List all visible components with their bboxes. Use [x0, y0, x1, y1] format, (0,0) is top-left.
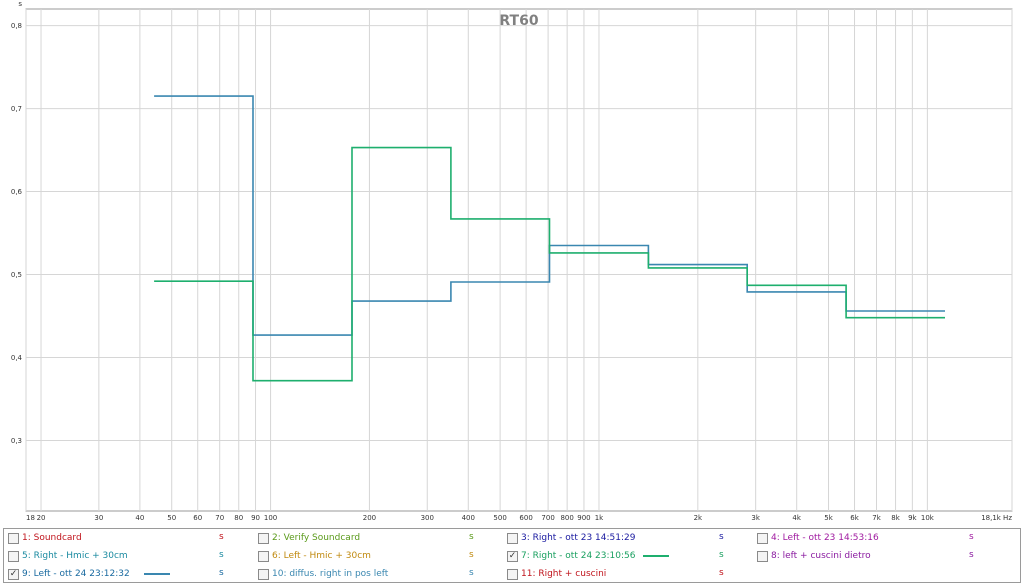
x-tick-label: 600: [519, 514, 532, 522]
measurement-legend: 1: Soundcard s 2: Verify Soundcard s 3: Righ…: [3, 528, 1021, 583]
x-tick-label: 4k: [792, 514, 801, 522]
x-tick-label: 8k: [891, 514, 900, 522]
legend-unit: s: [469, 568, 474, 578]
x-tick-label: 800: [560, 514, 573, 522]
legend-unit: s: [219, 532, 224, 542]
y-tick-label: 0,4: [11, 354, 23, 362]
legend-item[interactable]: 1: Soundcard: [8, 530, 82, 546]
legend-checkbox[interactable]: [507, 568, 518, 580]
x-tick-label: 30: [94, 514, 103, 522]
x-tick-label: 200: [363, 514, 376, 522]
legend-label: 4: Left - ott 23 14:53:16: [771, 533, 879, 543]
y-tick-label: 0,3: [11, 437, 22, 445]
series-line: [154, 95, 945, 336]
legend-line-sample: [643, 555, 669, 557]
legend-checkbox[interactable]: [258, 532, 269, 544]
legend-item[interactable]: 5: Right - Hmic + 30cm: [8, 548, 128, 564]
legend-checkbox[interactable]: [258, 568, 269, 580]
legend-item[interactable]: 6: Left - Hmic + 30cm: [258, 548, 371, 564]
x-tick-label: 18: [26, 514, 35, 522]
legend-label: 7: Right - ott 24 23:10:56: [521, 551, 636, 561]
legend-label: 8: left + cuscini dietro: [771, 551, 871, 561]
legend-label: 10: diffus. right in pos left: [272, 569, 389, 579]
legend-unit: s: [969, 532, 974, 542]
legend-label: 3: Right - ott 23 14:51:29: [521, 533, 636, 543]
chart-title: RT60: [499, 13, 538, 29]
legend-item[interactable]: 10: diffus. right in pos left: [258, 566, 388, 582]
legend-line-sample: [144, 573, 170, 575]
legend-label: 11: Right + cuscini: [521, 569, 607, 579]
legend-unit: s: [219, 550, 224, 560]
legend-label: 5: Right - Hmic + 30cm: [22, 551, 128, 561]
legend-unit: s: [969, 550, 974, 560]
legend-unit: s: [719, 532, 724, 542]
x-tick-label: 7k: [872, 514, 881, 522]
x-tick-label: 20: [37, 514, 46, 522]
x-tick-label: 90: [251, 514, 260, 522]
y-tick-label: 0,5: [11, 271, 22, 279]
legend-checkbox[interactable]: [507, 532, 518, 544]
legend-label: 1: Soundcard: [22, 533, 82, 543]
x-tick-label: 60: [193, 514, 202, 522]
x-tick-label: 2k: [694, 514, 703, 522]
legend-unit: s: [469, 532, 474, 542]
x-tick-label: 700: [541, 514, 554, 522]
legend-item[interactable]: ✓ 7: Right - ott 24 23:10:56: [507, 548, 635, 564]
legend-unit: s: [219, 568, 224, 578]
legend-checkbox[interactable]: [757, 532, 768, 544]
legend-item[interactable]: ✓ 9: Left - ott 24 23:12:32: [8, 566, 130, 582]
legend-checkbox[interactable]: ✓: [8, 568, 19, 580]
legend-checkbox[interactable]: [258, 550, 269, 562]
x-tick-label: 18,1k Hz: [981, 514, 1012, 522]
legend-checkbox[interactable]: [8, 532, 19, 544]
x-tick-label: 300: [421, 514, 434, 522]
legend-item[interactable]: 11: Right + cuscini: [507, 566, 606, 582]
legend-unit: s: [469, 550, 474, 560]
legend-unit: s: [719, 550, 724, 560]
legend-label: 9: Left - ott 24 23:12:32: [22, 569, 130, 579]
legend-item[interactable]: 4: Left - ott 23 14:53:16: [757, 530, 879, 546]
x-tick-label: 3k: [751, 514, 760, 522]
x-tick-label: 9k: [908, 514, 917, 522]
legend-checkbox[interactable]: [8, 550, 19, 562]
x-tick-label: 500: [493, 514, 506, 522]
rt60-plot: 18 20 30 40 50 60 70 80 90 100 200 300 400 500 600 700 8…: [11, 0, 1013, 522]
rt60-chart: 18 20 30 40 50 60 70 80 90 100 200 300 400 500 600 700 8…: [11, 0, 1013, 522]
y-tick-label: 0,8: [11, 22, 22, 30]
plot-area: [25, 8, 1013, 512]
x-tick-label: 100: [264, 514, 277, 522]
x-tick-label: 400: [462, 514, 475, 522]
x-tick-label: 10k: [921, 514, 935, 522]
x-tick-label: 1k: [595, 514, 604, 522]
legend-item[interactable]: 2: Verify Soundcard: [258, 530, 360, 546]
legend-item[interactable]: 3: Right - ott 23 14:51:29: [507, 530, 635, 546]
x-tick-label: 70: [215, 514, 224, 522]
legend-unit: s: [719, 568, 724, 578]
legend-item[interactable]: 8: left + cuscini dietro: [757, 548, 871, 564]
legend-checkbox[interactable]: ✓: [507, 550, 518, 562]
y-tick-label: 0,7: [11, 105, 22, 113]
y-unit-label: s: [18, 0, 22, 8]
legend-label: 2: Verify Soundcard: [272, 533, 361, 543]
x-tick-label: 6k: [850, 514, 859, 522]
x-tick-label: 40: [135, 514, 144, 522]
series-line: [154, 146, 945, 382]
x-tick-label: 5k: [824, 514, 833, 522]
x-tick-label: 80: [234, 514, 243, 522]
legend-label: 6: Left - Hmic + 30cm: [272, 551, 371, 561]
legend-checkbox[interactable]: [757, 550, 768, 562]
y-tick-label: 0,6: [11, 188, 23, 196]
x-tick-label: 50: [167, 514, 176, 522]
x-tick-label: 900: [577, 514, 590, 522]
